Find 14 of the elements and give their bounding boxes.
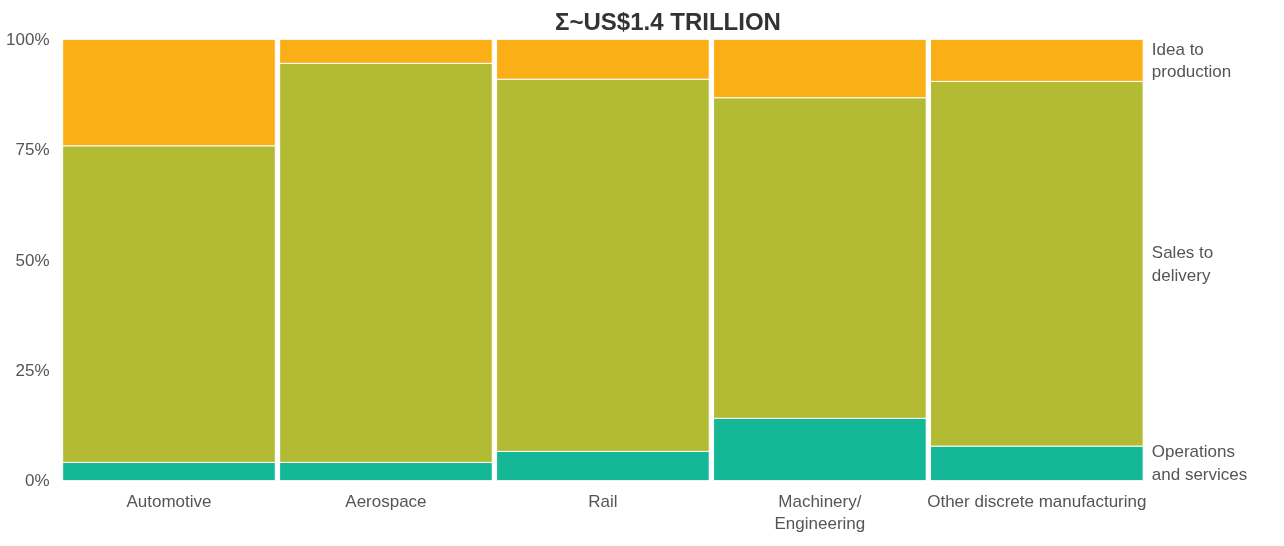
x-tick-label: Machinery/ Engineering — [774, 491, 866, 534]
x-tick-label: Aerospace — [345, 491, 427, 511]
series-label: Sales to delivery — [1151, 242, 1214, 285]
series-label: Idea to production — [1151, 39, 1232, 82]
y-tick-label: 100% — [6, 30, 50, 49]
y-tick-label: 75% — [15, 140, 50, 160]
series-label: Operations and services — [1151, 442, 1248, 485]
y-tick-label: 50% — [15, 250, 50, 270]
x-tick-label: Automotive — [126, 491, 212, 511]
y-tick-label: 0% — [24, 471, 50, 490]
x-tick-label: Other discrete manufacturing — [927, 491, 1147, 511]
y-tick-label: 25% — [15, 360, 50, 380]
chart-title: Σ~US$1.4 TRILLION — [555, 7, 781, 35]
x-tick-label: Rail — [588, 491, 618, 511]
